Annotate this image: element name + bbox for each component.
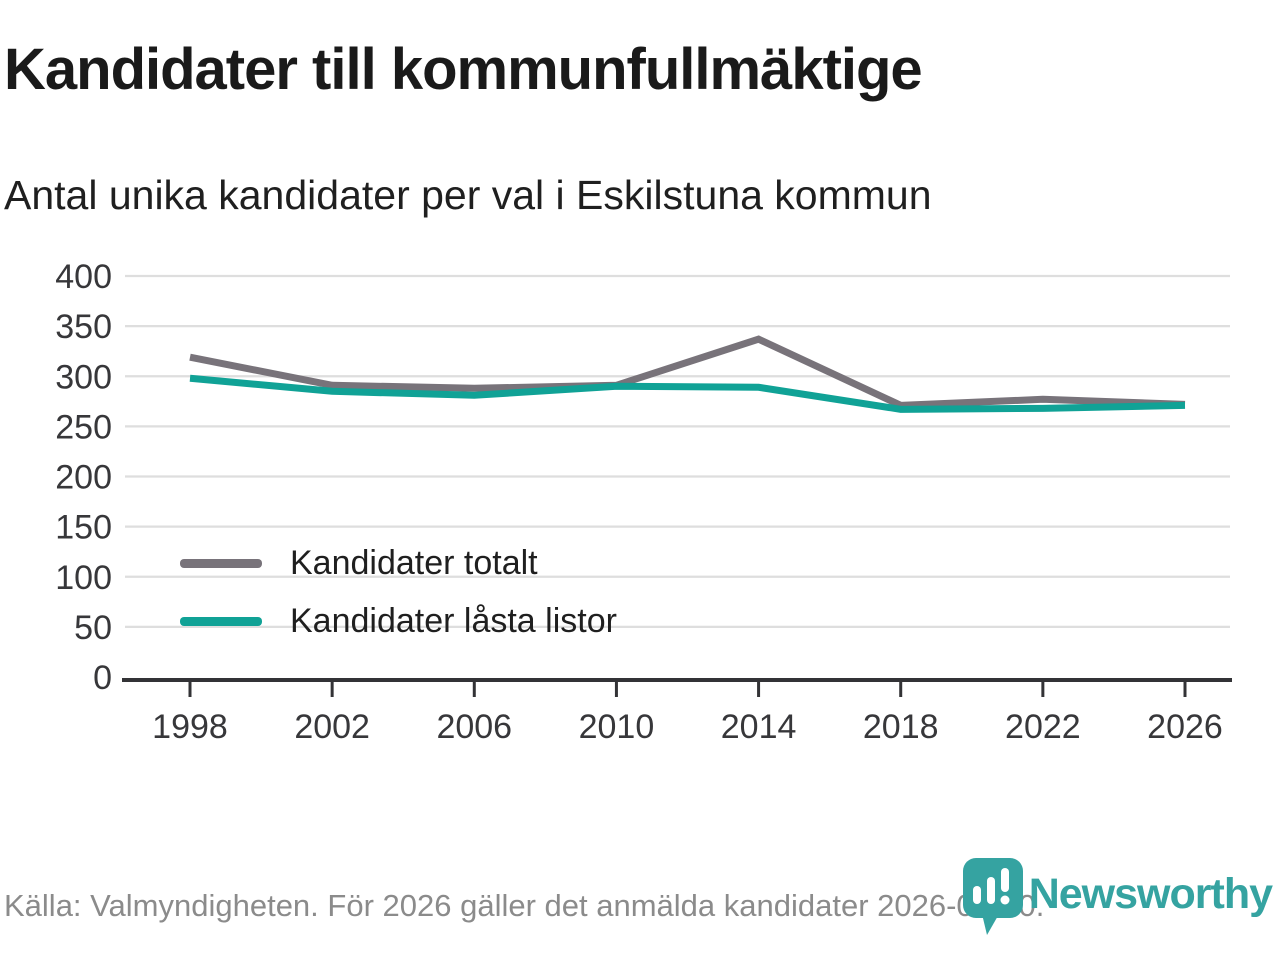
x-axis-label-2022: 2022 bbox=[1005, 708, 1081, 746]
x-axis-label-2018: 2018 bbox=[863, 708, 939, 746]
legend-label-totalt: Kandidater totalt bbox=[290, 543, 538, 582]
y-axis-label-50: 50 bbox=[74, 609, 112, 647]
x-axis-label-1998: 1998 bbox=[152, 708, 228, 746]
y-axis-label-250: 250 bbox=[55, 408, 112, 446]
source-note: Källa: Valmyndigheten. För 2026 gäller d… bbox=[4, 888, 1045, 923]
y-axis-label-350: 350 bbox=[55, 308, 112, 346]
y-axis-label-100: 100 bbox=[55, 559, 112, 597]
newsworthy-pin-icon bbox=[962, 858, 1023, 935]
x-axis-label-2002: 2002 bbox=[294, 708, 370, 746]
chart-legend: Kandidater totalt Kandidater låsta listo… bbox=[180, 534, 617, 650]
legend-item-lasta-listor: Kandidater låsta listor bbox=[180, 592, 617, 650]
y-axis-label-0: 0 bbox=[93, 659, 112, 697]
x-axis-label-2010: 2010 bbox=[579, 708, 655, 746]
x-axis-label-2006: 2006 bbox=[436, 708, 512, 746]
x-axis-label-2026: 2026 bbox=[1147, 708, 1223, 746]
y-axis-label-200: 200 bbox=[55, 459, 112, 497]
newsworthy-wordmark: Newsworthy bbox=[1028, 870, 1273, 918]
y-axis-label-400: 400 bbox=[55, 258, 112, 296]
newsworthy-logo: Newsworthy bbox=[962, 858, 1273, 936]
y-axis-label-300: 300 bbox=[55, 358, 112, 396]
series-line-1 bbox=[189, 374, 1186, 413]
legend-item-totalt: Kandidater totalt bbox=[180, 534, 617, 592]
chart-subtitle: Antal unika kandidater per val i Eskilst… bbox=[4, 172, 932, 218]
legend-swatch-totalt bbox=[180, 558, 262, 568]
legend-label-lasta-listor: Kandidater låsta listor bbox=[290, 601, 617, 640]
series-line-0 bbox=[189, 335, 1186, 409]
y-axis-label-150: 150 bbox=[55, 509, 112, 547]
chart-title: Kandidater till kommunfullmäktige bbox=[4, 37, 923, 102]
x-axis-label-2014: 2014 bbox=[721, 708, 797, 746]
legend-swatch-lasta-listor bbox=[180, 616, 262, 626]
